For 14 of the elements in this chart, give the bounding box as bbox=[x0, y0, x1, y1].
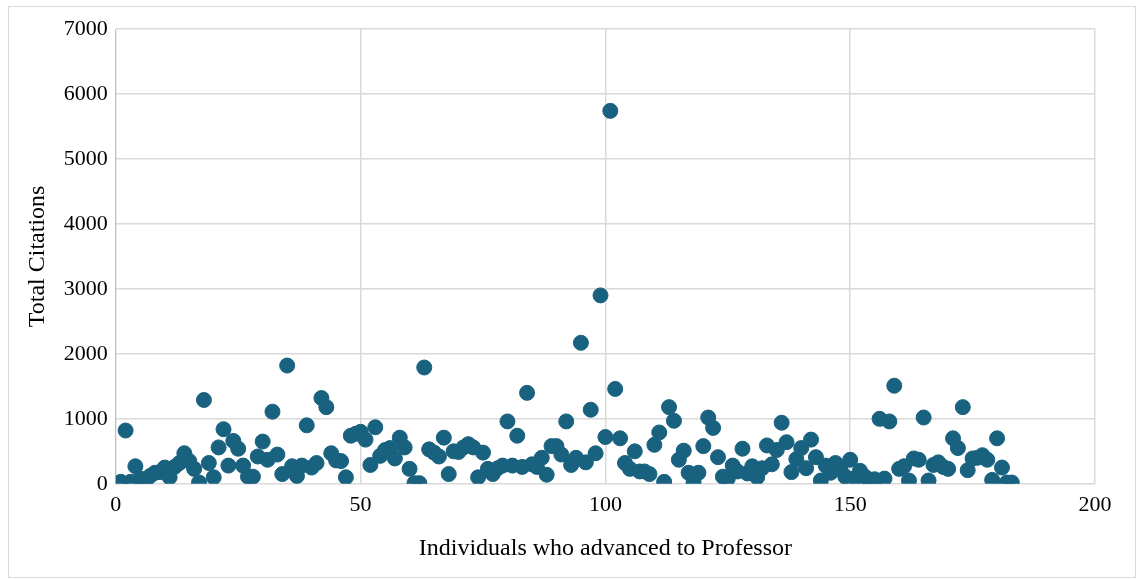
y-tick-label: 7000 bbox=[63, 14, 108, 40]
y-tick-label: 1000 bbox=[63, 404, 108, 430]
y-tick-label: 3000 bbox=[63, 274, 108, 300]
y-tick-label: 6000 bbox=[63, 79, 108, 105]
y-tick-label: 5000 bbox=[63, 144, 108, 170]
y-tick-label: 4000 bbox=[63, 209, 108, 235]
x-tick-label: 200 bbox=[1078, 490, 1112, 516]
y-axis-title: Total Citations bbox=[22, 185, 49, 328]
x-tick-label: 100 bbox=[588, 490, 622, 516]
x-tick-label: 150 bbox=[833, 490, 867, 516]
x-axis-title: Individuals who advanced to Professor bbox=[418, 533, 793, 560]
x-tick-label: 50 bbox=[349, 490, 372, 516]
y-tick-label: 2000 bbox=[63, 339, 108, 365]
y-tick-label: 0 bbox=[96, 469, 108, 495]
